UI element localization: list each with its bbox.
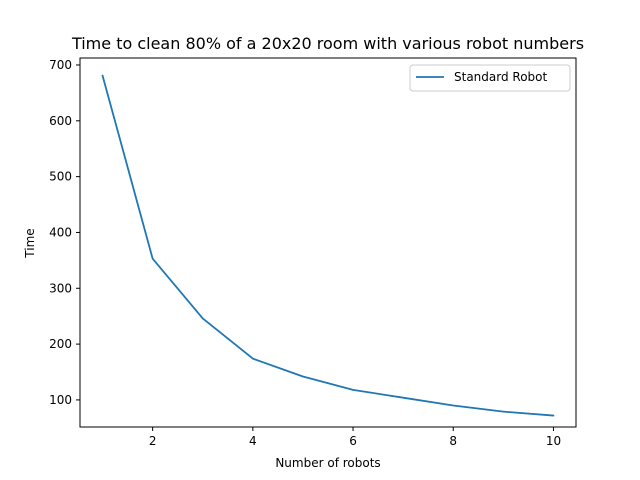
plot-frame — [79, 57, 577, 428]
chart-title: Time to clean 80% of a 20x20 room with v… — [71, 34, 584, 53]
x-axis-label: Number of robots — [275, 456, 380, 470]
x-tick-label: 6 — [349, 434, 357, 448]
legend: Standard Robot — [409, 64, 571, 92]
x-axis: 2 4 6 8 10 — [149, 427, 561, 448]
y-tick-label: 100 — [49, 393, 72, 407]
legend-label-standard-robot: Standard Robot — [454, 70, 548, 84]
y-axis-label: Time — [23, 228, 37, 258]
x-tick-label: 2 — [149, 434, 157, 448]
y-tick-label: 600 — [49, 114, 72, 128]
x-tick-label: 4 — [249, 434, 257, 448]
y-tick-label: 700 — [49, 58, 72, 72]
y-tick-label: 200 — [49, 337, 72, 351]
plot-area — [101, 74, 555, 417]
y-tick-label: 400 — [49, 225, 72, 239]
series-line-standard-robot — [101, 74, 555, 417]
y-tick-label: 500 — [49, 170, 72, 184]
x-tick-label: 8 — [449, 434, 457, 448]
legend-box — [409, 64, 571, 92]
y-axis: 100 200 300 400 500 600 700 — [49, 58, 80, 407]
y-tick-label: 300 — [49, 281, 72, 295]
x-tick-label: 10 — [546, 434, 561, 448]
